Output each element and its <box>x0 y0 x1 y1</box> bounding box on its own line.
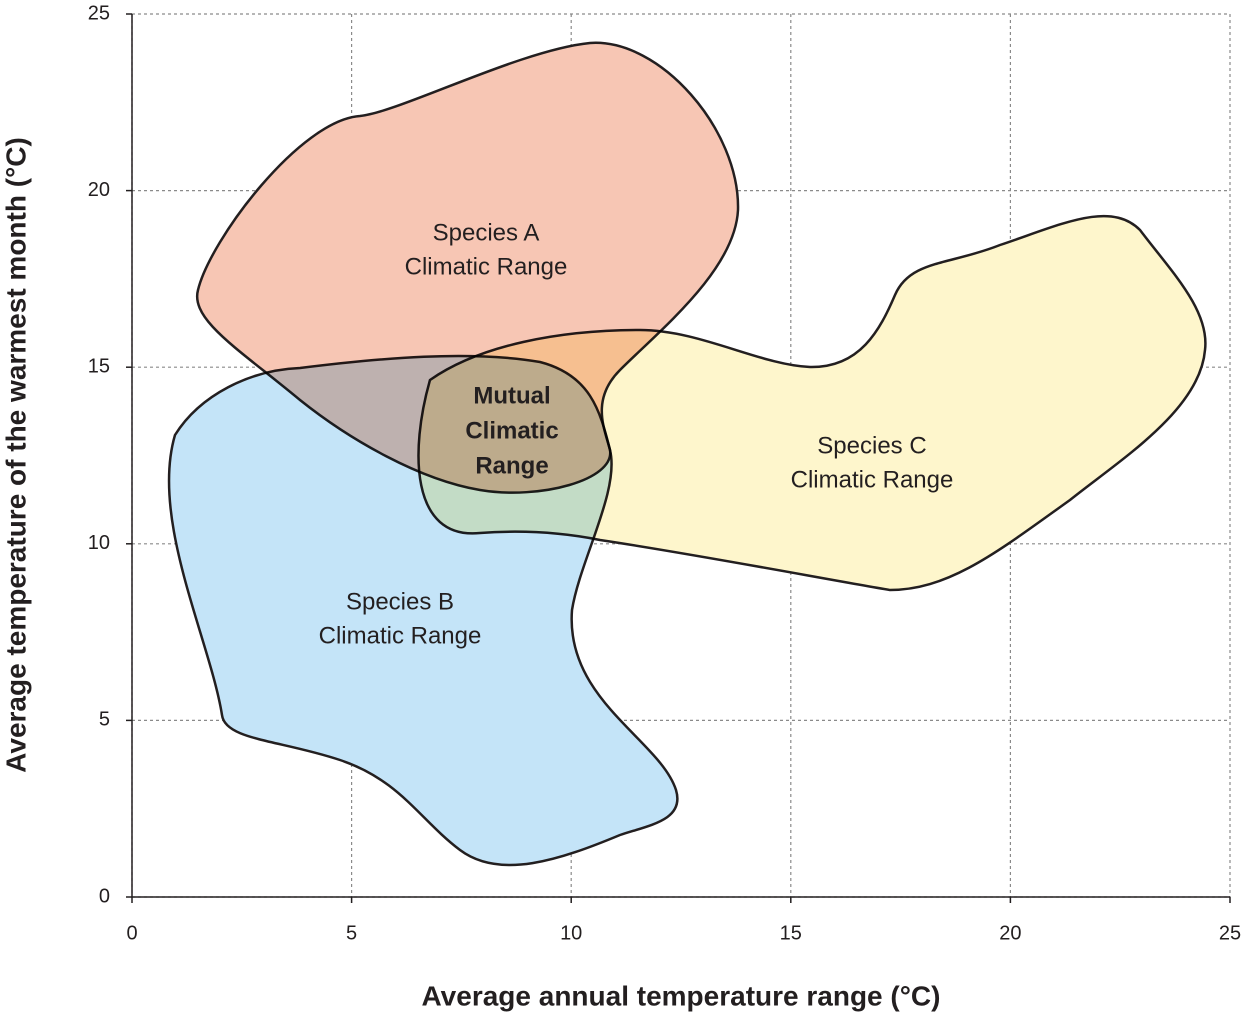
region-label: Climatic Range <box>791 466 954 493</box>
x-tick-label: 0 <box>126 922 137 944</box>
x-tick-label: 20 <box>999 922 1021 944</box>
x-tick-label: 15 <box>780 922 802 944</box>
region-shape <box>417 214 1207 592</box>
region-label: Species C <box>817 432 926 459</box>
region-label: Species A <box>433 219 540 246</box>
overlap-label: Mutual <box>473 382 550 409</box>
region-label: Climatic Range <box>405 253 568 280</box>
y-tick-label: 25 <box>88 2 110 24</box>
overlap-label: Range <box>475 452 548 479</box>
regions <box>167 41 1207 867</box>
y-tick-label: 15 <box>88 355 110 377</box>
axes <box>131 14 1230 898</box>
region-label: Species B <box>346 588 454 615</box>
y-axis-title: Average temperature of the warmest month… <box>0 137 31 773</box>
x-tick-label: 5 <box>346 922 357 944</box>
x-tick-label: 25 <box>1219 922 1241 944</box>
y-tick-label: 0 <box>99 885 110 907</box>
overlap-label: Climatic <box>465 417 558 444</box>
x-tick-label: 10 <box>560 922 582 944</box>
y-tick-label: 5 <box>99 709 110 731</box>
x-axis-title: Average annual temperature range (°C) <box>422 980 941 1011</box>
region-label: Climatic Range <box>319 622 482 649</box>
y-tick-label: 20 <box>88 179 110 201</box>
y-tick-label: 10 <box>88 532 110 554</box>
